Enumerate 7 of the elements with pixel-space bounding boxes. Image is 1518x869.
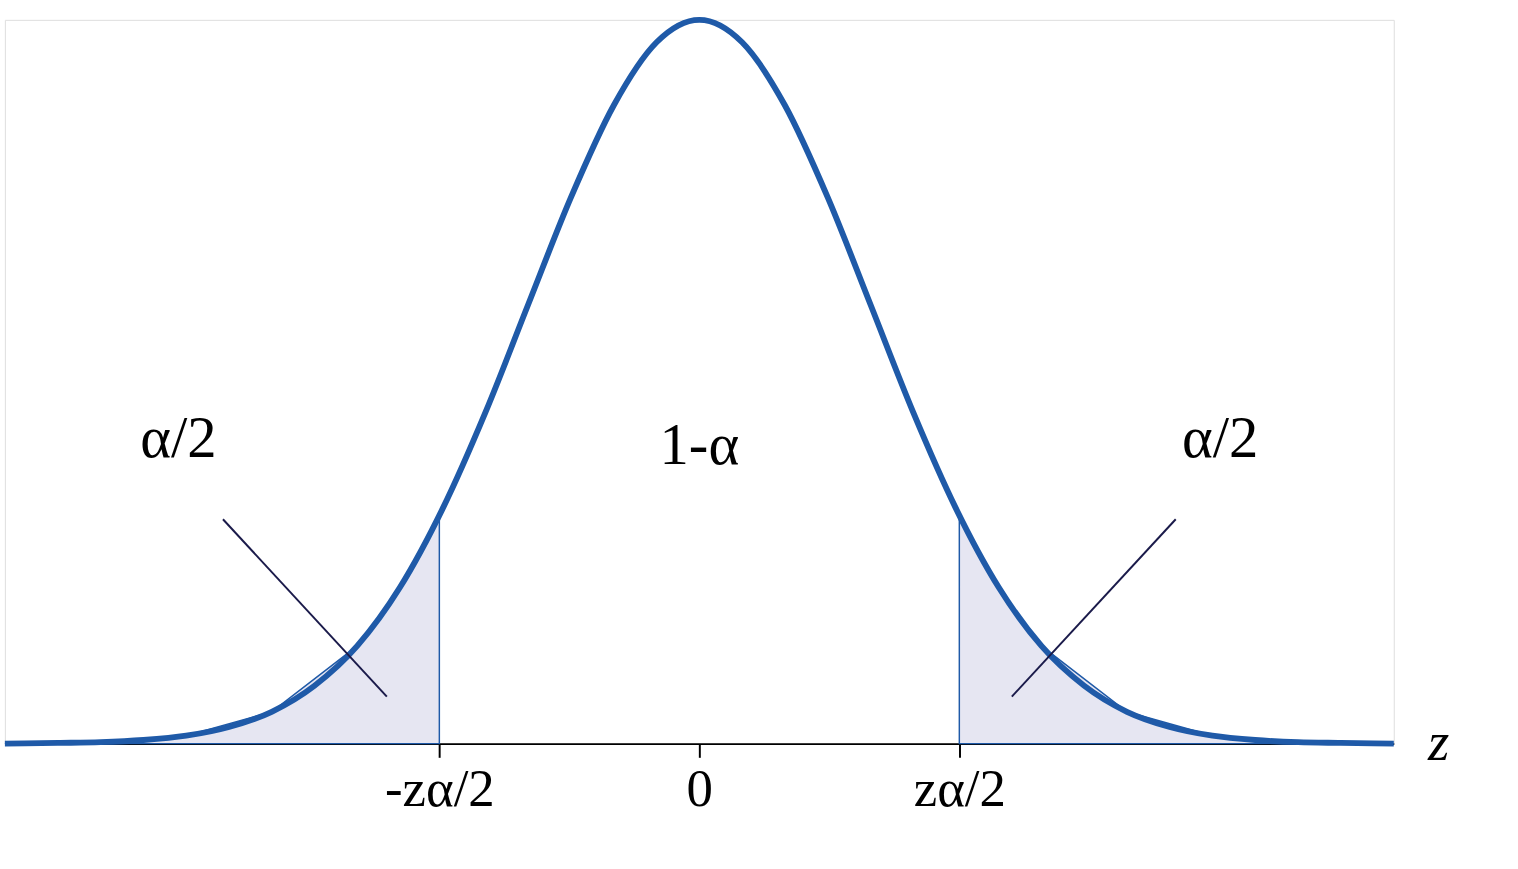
- x-tick-label: 0: [686, 758, 714, 817]
- annotation: α/2: [140, 405, 217, 471]
- x-axis-title: z: [1427, 711, 1450, 773]
- annotation: α/2: [1181, 405, 1259, 471]
- x-tick-label: -zα/2: [384, 758, 495, 817]
- x-tick-label: zα/2: [913, 758, 1006, 817]
- annotation: 1-α: [659, 412, 740, 478]
